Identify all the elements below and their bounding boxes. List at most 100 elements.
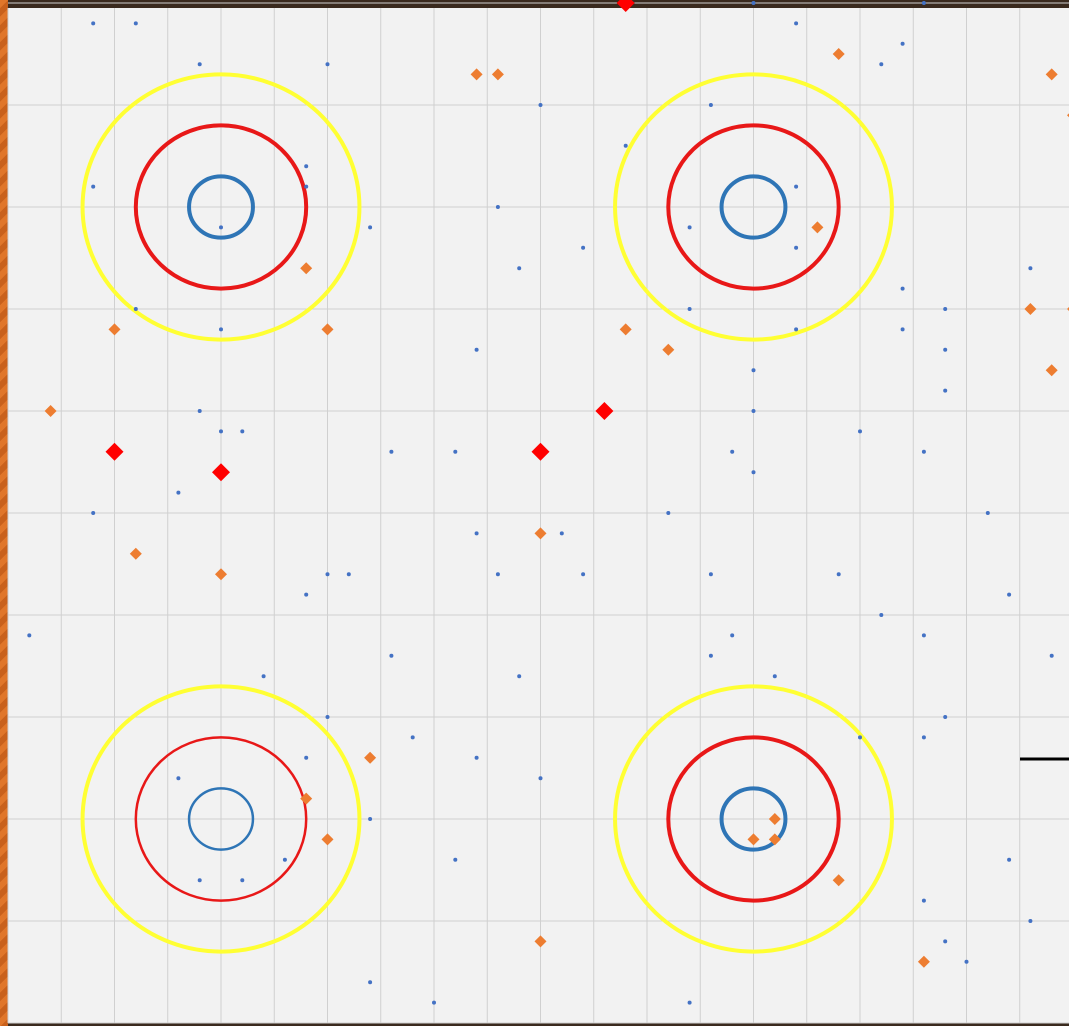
- data-point-diamond: [1045, 364, 1058, 377]
- data-point-dot: [176, 776, 181, 781]
- data-point-dot: [985, 511, 990, 515]
- data-point-dot: [368, 817, 373, 821]
- data-point-diamond: [44, 405, 57, 417]
- data-point-diamond: [619, 323, 632, 336]
- target: [613, 72, 894, 342]
- inner-ring: [719, 786, 788, 852]
- data-point-dot: [581, 572, 586, 577]
- data-point-dot: [91, 21, 96, 26]
- data-point-dot: [261, 674, 266, 679]
- data-point-dot: [474, 531, 479, 536]
- data-point-dot: [559, 531, 564, 536]
- data-point-dot: [219, 429, 223, 434]
- inner-ring: [719, 174, 788, 240]
- data-point-dot: [517, 674, 522, 679]
- outer-ring: [80, 72, 362, 342]
- data-point-dot: [708, 572, 713, 577]
- data-point-dot: [794, 21, 799, 26]
- data-point-diamond: [768, 833, 781, 846]
- data-point-dot: [858, 735, 862, 740]
- data-point-dot: [240, 878, 245, 883]
- data-point-dot: [304, 184, 309, 189]
- data-point-dot: [538, 776, 543, 781]
- data-point-dot: [581, 245, 586, 250]
- data-point-dot: [751, 1, 756, 5]
- data-point-diamond: [534, 527, 547, 540]
- data-point-dot: [879, 62, 884, 67]
- data-point-dot: [1028, 266, 1033, 271]
- data-point-dot: [197, 878, 202, 883]
- data-point-dot: [474, 755, 479, 760]
- data-point-dot: [751, 368, 756, 373]
- data-point-dot: [368, 225, 373, 230]
- data-point-dot: [708, 103, 713, 107]
- data-point-diamond: [108, 323, 121, 336]
- data-point-dot: [27, 633, 32, 638]
- data-point-dot: [623, 143, 628, 148]
- outer-ring: [80, 684, 362, 954]
- data-point-dot: [900, 327, 905, 332]
- data-point-dot: [943, 347, 948, 352]
- inner-ring: [187, 174, 255, 240]
- data-point-dot: [921, 449, 926, 454]
- data-point-dot: [666, 511, 671, 515]
- data-point-large-diamond: [595, 402, 614, 420]
- data-point-dot: [474, 347, 479, 352]
- data-point-diamond: [129, 547, 142, 560]
- data-point-diamond: [491, 68, 504, 81]
- data-point-dot: [453, 449, 458, 454]
- data-point-diamond: [811, 221, 824, 234]
- data-point-dot: [964, 959, 969, 964]
- data-point-dot: [1007, 592, 1012, 597]
- data-point-dot: [91, 511, 96, 515]
- data-point-dot: [836, 572, 841, 577]
- target-rings: [80, 72, 894, 954]
- data-point-dot: [687, 307, 692, 311]
- data-point-diamond: [768, 813, 781, 825]
- data-point-dot: [921, 633, 926, 638]
- data-point-dot: [687, 225, 692, 230]
- data-point-diamond: [1045, 68, 1058, 81]
- data-point-dot: [368, 980, 373, 985]
- target: [80, 684, 362, 954]
- data-point-dot: [240, 429, 245, 434]
- data-point-large-diamond: [531, 442, 550, 461]
- data-point-dot: [1049, 653, 1054, 658]
- data-points: [27, 0, 1069, 1005]
- middle-ring: [133, 123, 309, 291]
- data-point-dot: [325, 715, 330, 719]
- data-point-dot: [517, 266, 522, 271]
- data-point-dot: [389, 653, 394, 658]
- data-point-dot: [432, 1000, 436, 1005]
- data-point-dot: [538, 103, 543, 107]
- data-point-diamond: [662, 343, 675, 356]
- data-point-dot: [794, 245, 799, 250]
- data-point-dot: [921, 1, 926, 5]
- data-point-dot: [133, 21, 138, 26]
- data-point-dot: [1007, 857, 1012, 862]
- plot-area: [8, 8, 1069, 1023]
- data-point-large-diamond: [616, 0, 635, 12]
- outer-ring: [613, 684, 894, 954]
- middle-ring: [666, 735, 841, 903]
- data-point-dot: [900, 286, 905, 291]
- data-point-dot: [794, 184, 799, 189]
- data-point-dot: [943, 307, 948, 311]
- data-point-dot: [921, 735, 926, 740]
- data-point-dot: [687, 1000, 692, 1005]
- middle-ring: [134, 736, 308, 902]
- data-point-dot: [133, 307, 138, 311]
- data-point-dot: [794, 327, 799, 332]
- data-point-dot: [495, 572, 500, 577]
- middle-ring: [666, 123, 841, 291]
- data-point-diamond: [534, 935, 547, 948]
- data-point-diamond: [321, 323, 334, 336]
- data-point-dot: [176, 490, 181, 495]
- inner-ring: [187, 787, 255, 851]
- data-point-dot: [900, 41, 905, 46]
- data-point-diamond: [321, 833, 334, 846]
- data-point-dot: [751, 470, 756, 475]
- data-point-dot: [772, 674, 777, 679]
- data-point-dot: [879, 613, 884, 617]
